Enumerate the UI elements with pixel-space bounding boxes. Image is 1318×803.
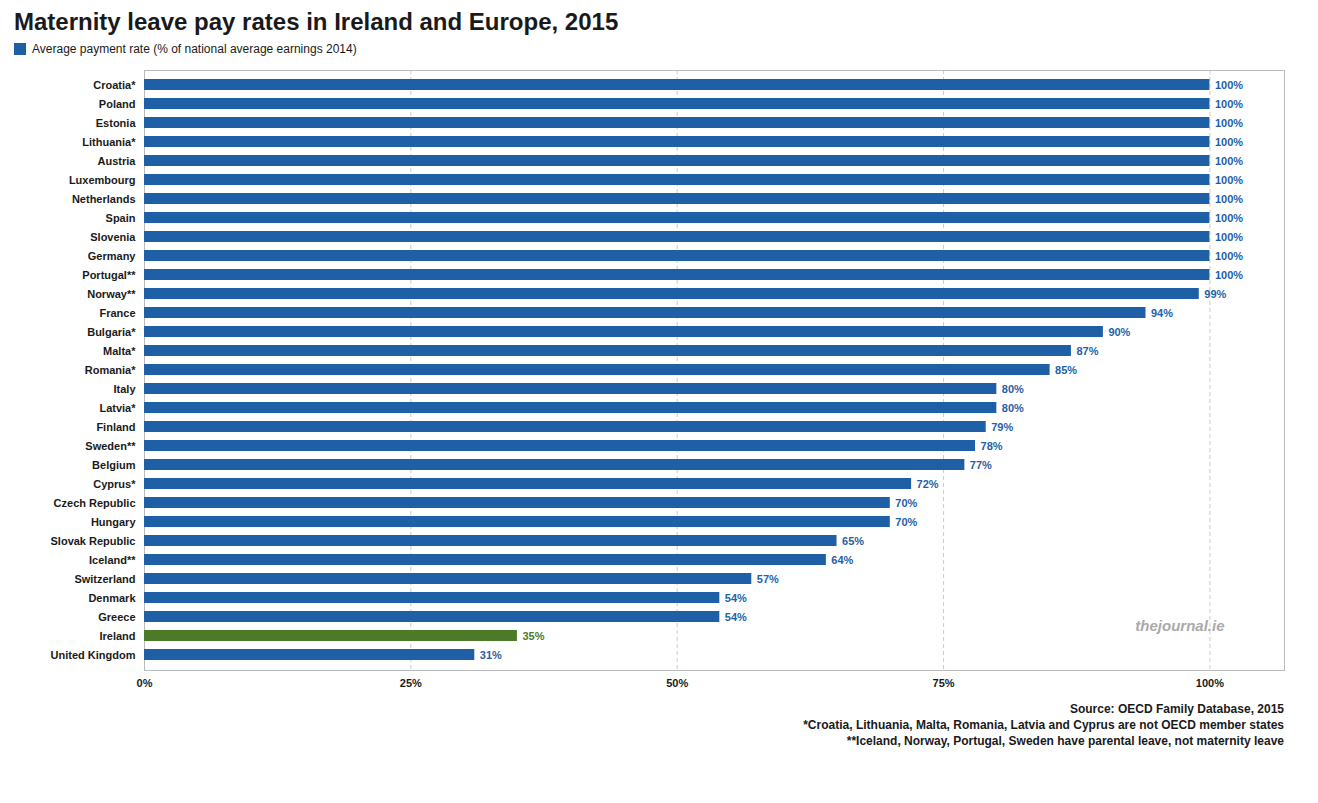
svg-text:57%: 57% (757, 573, 779, 585)
svg-text:Bulgaria*: Bulgaria* (87, 326, 136, 338)
svg-text:Spain: Spain (106, 212, 136, 224)
svg-text:Ireland: Ireland (99, 630, 135, 642)
svg-text:100%: 100% (1215, 79, 1243, 91)
svg-text:Romania*: Romania* (85, 364, 136, 376)
svg-text:80%: 80% (1002, 383, 1024, 395)
svg-text:Iceland**: Iceland** (89, 554, 136, 566)
svg-text:100%: 100% (1215, 155, 1243, 167)
svg-text:80%: 80% (1002, 402, 1024, 414)
svg-text:25%: 25% (400, 677, 422, 689)
svg-text:Luxembourg: Luxembourg (69, 174, 136, 186)
svg-text:64%: 64% (831, 554, 853, 566)
svg-text:50%: 50% (666, 677, 688, 689)
svg-text:90%: 90% (1108, 326, 1130, 338)
svg-text:France: France (99, 307, 135, 319)
svg-text:100%: 100% (1215, 231, 1243, 243)
svg-text:75%: 75% (933, 677, 955, 689)
svg-text:Latvia*: Latvia* (99, 402, 136, 414)
svg-text:Hungary: Hungary (91, 516, 137, 528)
svg-text:Belgium: Belgium (92, 459, 136, 471)
svg-text:94%: 94% (1151, 307, 1173, 319)
svg-text:Germany: Germany (88, 250, 137, 262)
svg-text:79%: 79% (991, 421, 1013, 433)
svg-text:72%: 72% (917, 478, 939, 490)
svg-text:0%: 0% (137, 677, 153, 689)
svg-text:100%: 100% (1215, 136, 1243, 148)
svg-text:Poland: Poland (99, 98, 136, 110)
svg-text:Slovak Republic: Slovak Republic (51, 535, 136, 547)
svg-text:Estonia: Estonia (96, 117, 137, 129)
svg-text:100%: 100% (1215, 250, 1243, 262)
svg-text:87%: 87% (1076, 345, 1098, 357)
html-text:**Iceland, Norway, Portugal, S: **Iceland, Norway, Portugal, Sweden have… (846, 734, 1284, 748)
svg-text:35%: 35% (522, 630, 544, 642)
svg-text:85%: 85% (1055, 364, 1077, 376)
svg-text:Lithuania*: Lithuania* (82, 136, 136, 148)
svg-text:Denmark: Denmark (88, 592, 136, 604)
svg-text:Portugal**: Portugal** (82, 269, 136, 281)
svg-text:100%: 100% (1215, 193, 1243, 205)
svg-text:100%: 100% (1215, 269, 1243, 281)
svg-text:Italy: Italy (113, 383, 136, 395)
svg-text:100%: 100% (1215, 117, 1243, 129)
svg-text:Norway**: Norway** (87, 288, 136, 300)
svg-text:77%: 77% (970, 459, 992, 471)
svg-text:Finland: Finland (96, 421, 135, 433)
svg-text:United Kingdom: United Kingdom (51, 649, 136, 661)
svg-text:Netherlands: Netherlands (72, 193, 136, 205)
svg-text:100%: 100% (1196, 677, 1224, 689)
svg-text:Slovenia: Slovenia (90, 231, 136, 243)
svg-text:99%: 99% (1204, 288, 1226, 300)
svg-text:65%: 65% (842, 535, 864, 547)
svg-text:54%: 54% (725, 611, 747, 623)
html-text:Average payment rate (% of nat: Average payment rate (% of national aver… (32, 42, 357, 56)
svg-text:31%: 31% (480, 649, 502, 661)
svg-text:Austria: Austria (98, 155, 137, 167)
svg-text:Croatia*: Croatia* (93, 79, 136, 91)
svg-text:Sweden**: Sweden** (85, 440, 136, 452)
svg-text:70%: 70% (895, 497, 917, 509)
html-text:Source: OECD Family Database,: Source: OECD Family Database, 2015 (1069, 702, 1284, 716)
svg-text:70%: 70% (895, 516, 917, 528)
html-text:*Croatia, Lithuania, Malta, Ro: *Croatia, Lithuania, Malta, Romania, Lat… (803, 718, 1284, 732)
svg-text:54%: 54% (725, 592, 747, 604)
svg-text:Malta*: Malta* (103, 345, 136, 357)
svg-text:100%: 100% (1215, 212, 1243, 224)
html-text:Maternity leave pay rates in I: Maternity leave pay rates in Ireland and… (14, 8, 619, 35)
svg-text:Switzerland: Switzerland (74, 573, 135, 585)
svg-text:100%: 100% (1215, 174, 1243, 186)
svg-text:Czech Republic: Czech Republic (54, 497, 136, 509)
svg-text:Greece: Greece (98, 611, 135, 623)
svg-text:100%: 100% (1215, 98, 1243, 110)
svg-text:78%: 78% (981, 440, 1003, 452)
svg-text:thejournal.ie: thejournal.ie (1135, 617, 1224, 634)
svg-text:Cyprus*: Cyprus* (93, 478, 136, 490)
